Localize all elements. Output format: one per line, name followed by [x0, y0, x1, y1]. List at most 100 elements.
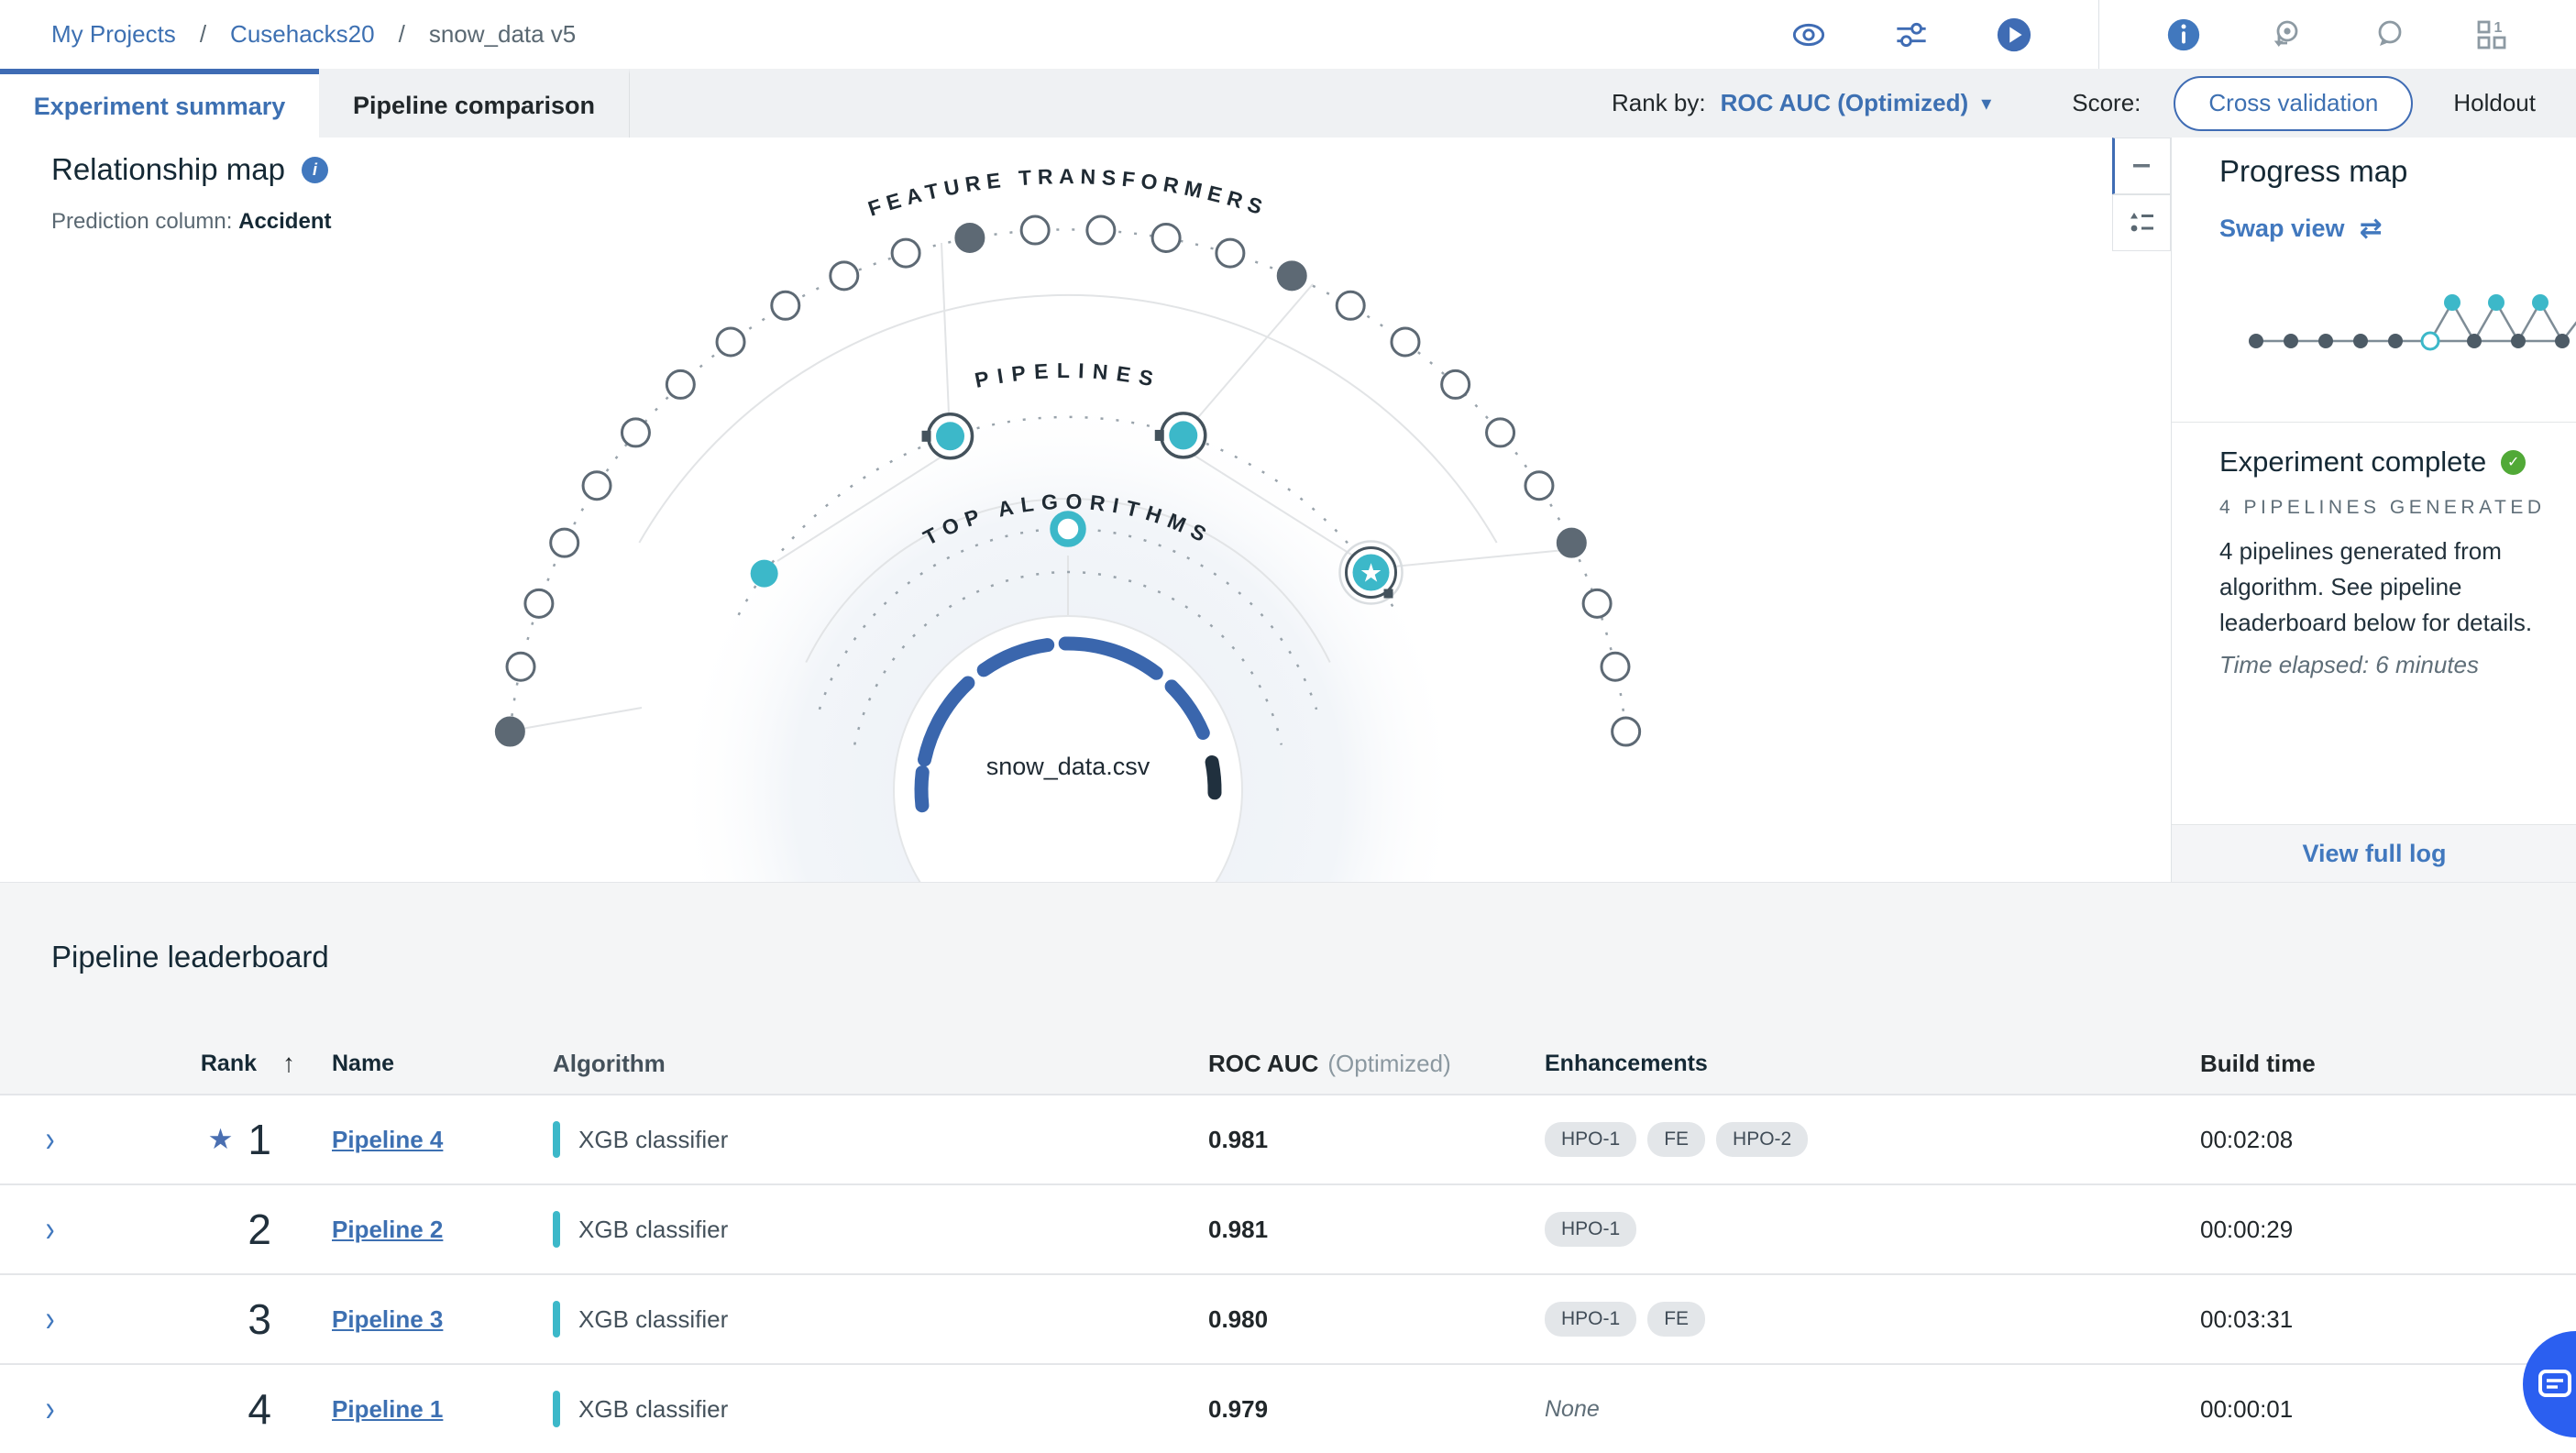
view-icon[interactable] [1790, 17, 1827, 53]
enhancement-pill: HPO-1 [1545, 1212, 1637, 1247]
list-view-icon [2130, 213, 2153, 232]
experiment-summary-content: Relationship map i Prediction column: Ac… [0, 138, 2576, 882]
column-score: ROC AUC [1208, 1049, 1319, 1077]
star-icon[interactable]: ★ [207, 1123, 234, 1155]
enhancement-pill: HPO-2 [1716, 1122, 1809, 1157]
algorithm-color-bar [553, 1211, 560, 1248]
rank-value: 2 [248, 1205, 271, 1253]
algorithm-value: XGB classifier [578, 1215, 729, 1243]
enhancements-cell: HPO-1 FE [1540, 1302, 2196, 1337]
svg-text:1: 1 [2494, 20, 2503, 36]
view-full-log-link[interactable]: View full log [2172, 824, 2576, 882]
svg-text:★: ★ [1360, 558, 1382, 587]
topbar-divider [2098, 0, 2099, 69]
breadcrumb: My Projects / Cusehacks20 / snow_data v5 [0, 20, 576, 49]
enhancement-pill: HPO-1 [1545, 1122, 1637, 1157]
column-rank[interactable]: Rank [200, 1050, 257, 1076]
prediction-column-value: Accident [238, 209, 332, 234]
rank-by-dropdown[interactable]: ROC AUC (Optimized) ▾ [1720, 89, 1992, 116]
enhancements-cell: None [1540, 1396, 2196, 1423]
success-check-icon: ✓ [2501, 449, 2526, 475]
table-row: › ★ 1 Pipeline 4 XGB classifier 0.981 HPO-1 FE H… [0, 1094, 2576, 1183]
redo-pin-icon[interactable] [2268, 17, 2305, 53]
chat-bubble-icon[interactable] [2371, 17, 2407, 53]
svg-text:FEATURE TRANSFORMERS: FEATURE TRANSFORMERS [865, 164, 1271, 221]
expand-row-chevron-icon[interactable]: › [45, 1119, 55, 1160]
leaderboard-table: Rank ↑ Name Algorithm ROC AUC (Optimized… [0, 1033, 2576, 1453]
pipeline-link[interactable]: Pipeline 4 [332, 1125, 444, 1153]
column-score-qualifier: (Optimized) [1327, 1049, 1451, 1077]
breadcrumb-separator: / [199, 20, 207, 48]
chat-icon [2538, 1370, 2571, 1397]
relationship-map-info-icon[interactable]: i [301, 156, 328, 183]
time-elapsed: Time elapsed: 6 minutes [2219, 651, 2480, 678]
enhancement-pill: FE [1647, 1122, 1706, 1157]
column-enhancements: Enhancements [1545, 1050, 1708, 1076]
panel-divider [2172, 422, 2576, 423]
pipeline-link[interactable]: Pipeline 3 [332, 1304, 444, 1333]
list-view-toggle-button[interactable] [2112, 194, 2171, 251]
enhancement-pill: HPO-1 [1545, 1302, 1637, 1337]
sort-ascending-icon[interactable]: ↑ [282, 1049, 295, 1077]
enhancements-none: None [1545, 1395, 1600, 1422]
leaderboard-title: Pipeline leaderboard [51, 940, 329, 974]
breadcrumb-my-projects[interactable]: My Projects [51, 20, 176, 48]
info-icon[interactable] [2165, 17, 2202, 53]
algorithm-color-bar [553, 1121, 560, 1158]
swap-view-link[interactable]: Swap view ⇄ [2219, 214, 2383, 244]
column-name: Name [332, 1050, 395, 1076]
score-holdout-button[interactable]: Holdout [2453, 89, 2536, 116]
svg-text:snow_data.csv: snow_data.csv [986, 753, 1150, 780]
table-row: › 4 Pipeline 1 XGB classifier 0.979 None 00:00… [0, 1363, 2576, 1453]
expand-row-chevron-icon[interactable]: › [45, 1209, 55, 1249]
settings-adjust-icon[interactable] [1893, 17, 1930, 53]
algorithm-value: XGB classifier [578, 1304, 729, 1333]
map-view-toggle-button[interactable] [2112, 138, 2171, 194]
enhancements-cell: HPO-1 [1540, 1212, 2196, 1247]
breadcrumb-current: snow_data v5 [428, 20, 577, 48]
run-icon[interactable] [1996, 17, 2032, 53]
rank-value: 3 [248, 1295, 271, 1343]
expand-row-chevron-icon[interactable]: › [45, 1389, 55, 1429]
expand-row-chevron-icon[interactable]: › [45, 1299, 55, 1339]
swap-icon: ⇄ [2359, 214, 2383, 244]
progress-map-chart: ★ [2249, 294, 2576, 351]
pipeline-link[interactable]: Pipeline 1 [332, 1394, 444, 1423]
score-value: 0.979 [1208, 1394, 1269, 1423]
rank-by-label: Rank by: [1612, 89, 1706, 116]
score-value: 0.981 [1208, 1125, 1269, 1153]
algorithm-value: XGB classifier [578, 1125, 729, 1153]
build-time-value: 00:03:31 [2200, 1304, 2294, 1333]
tab-bar: Experiment summary Pipeline comparison R… [0, 69, 2576, 138]
score-cross-validation-button[interactable]: Cross validation [2174, 75, 2414, 131]
caret-down-icon: ▾ [1981, 91, 1992, 115]
top-bar: My Projects / Cusehacks20 / snow_data v5… [0, 0, 2576, 70]
status-description: 4 pipelines generated from algorithm. Se… [2219, 537, 2533, 636]
build-time-value: 00:00:01 [2200, 1394, 2294, 1423]
table-row: › 3 Pipeline 3 XGB classifier 0.980 HPO-1 FE 00… [0, 1273, 2576, 1363]
algorithm-color-bar [553, 1391, 560, 1427]
progress-map-title: Progress map [2219, 154, 2408, 188]
table-row: › 2 Pipeline 2 XGB classifier 0.981 HPO-1 00:0… [0, 1183, 2576, 1273]
tab-pipeline-comparison[interactable]: Pipeline comparison [319, 69, 630, 138]
relationship-map-canvas[interactable]: ★ snow_data.csv FEATURE TRANSFORMERS PIPELI… [0, 138, 2171, 882]
apps-grid-icon[interactable]: 1 [2473, 17, 2510, 53]
rank-value: 4 [248, 1385, 271, 1433]
prediction-column-label: Prediction column: [51, 209, 233, 234]
column-build-time: Build time [2200, 1049, 2316, 1077]
column-algorithm: Algorithm [553, 1049, 666, 1077]
map-view-icon [2133, 164, 2150, 168]
enhancements-cell: HPO-1 FE HPO-2 [1540, 1122, 2196, 1157]
pipeline-link[interactable]: Pipeline 2 [332, 1215, 444, 1243]
breadcrumb-project[interactable]: Cusehacks20 [230, 20, 375, 48]
rank-value: 1 [248, 1116, 271, 1163]
breadcrumb-separator: / [398, 20, 405, 48]
relationship-map-title: Relationship map [51, 152, 285, 186]
build-time-value: 00:02:08 [2200, 1125, 2294, 1153]
progress-panel: Progress map Swap view ⇄ ★ Experiment co… [2171, 138, 2576, 882]
score-value: 0.980 [1208, 1304, 1269, 1333]
enhancement-pill: FE [1647, 1302, 1706, 1337]
score-value: 0.981 [1208, 1215, 1269, 1243]
tab-experiment-summary[interactable]: Experiment summary [0, 69, 319, 138]
algorithm-color-bar [553, 1301, 560, 1337]
